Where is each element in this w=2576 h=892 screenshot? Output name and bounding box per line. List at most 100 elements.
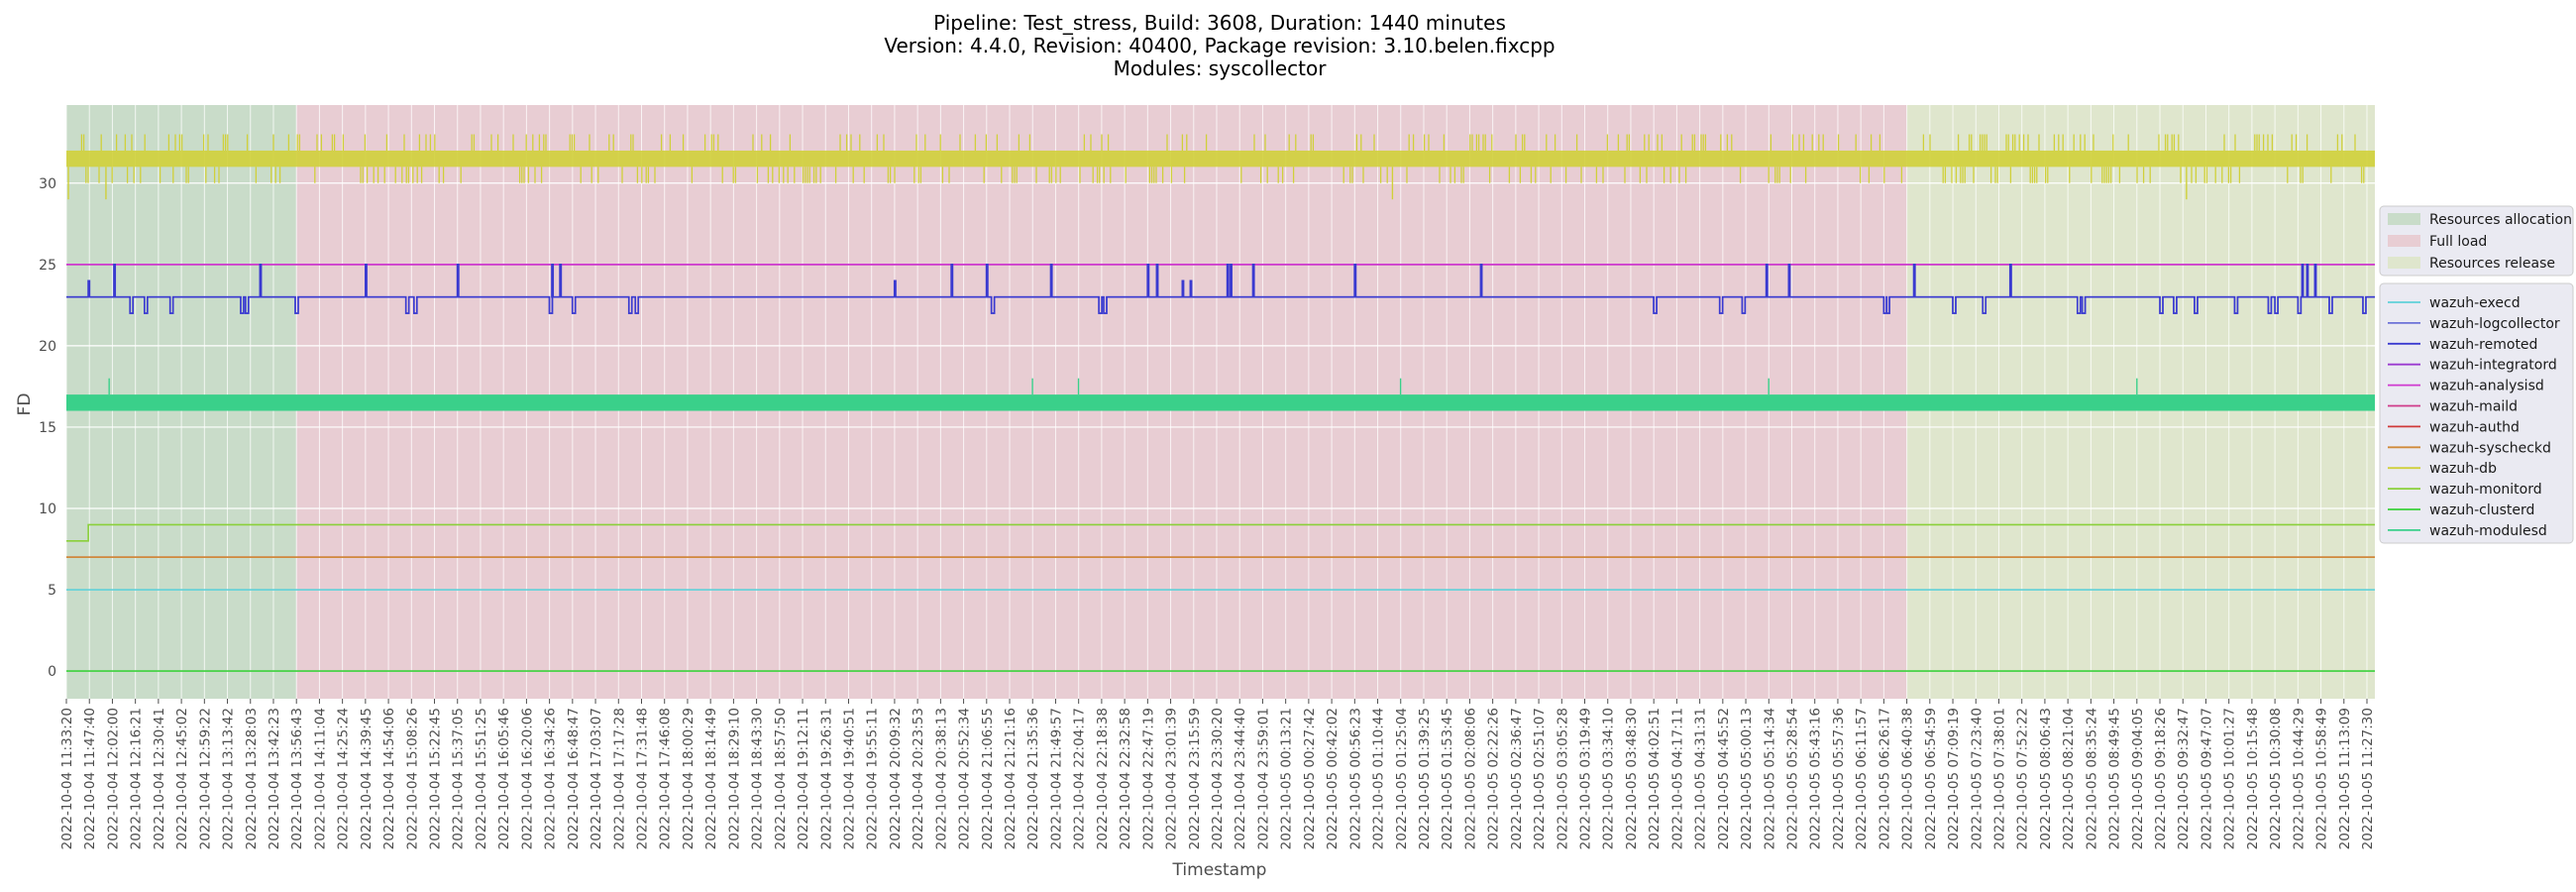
legend-phase-label-2: Resources release xyxy=(2429,256,2555,272)
series-band-wazuh-db xyxy=(66,150,2375,167)
x-tick-label-76: 2022-10-05 05:43:16 xyxy=(1808,708,1824,849)
legend-series-label-11: wazuh-modulesd xyxy=(2429,523,2547,539)
x-tick-label-52: 2022-10-04 23:59:01 xyxy=(1255,708,1271,849)
chart-title-line-1: Pipeline: Test_stress, Build: 3608, Dura… xyxy=(933,11,1506,35)
legend-phase-swatch-2 xyxy=(2388,257,2420,269)
x-tick-label-80: 2022-10-05 06:40:38 xyxy=(1900,708,1916,849)
y-tick-label-1: 5 xyxy=(48,583,56,599)
x-axis-label: Timestamp xyxy=(1172,860,1267,880)
x-tick-label-61: 2022-10-05 02:08:06 xyxy=(1462,708,1478,849)
x-tick-label-72: 2022-10-05 04:45:52 xyxy=(1716,708,1732,849)
legend-series-label-8: wazuh-db xyxy=(2429,461,2497,477)
legend-series-label-4: wazuh-analysisd xyxy=(2429,379,2544,394)
x-tick-label-28: 2022-10-04 18:14:49 xyxy=(703,708,719,849)
x-tick-label-62: 2022-10-05 02:22:26 xyxy=(1486,708,1502,849)
x-tick-label-6: 2022-10-04 12:59:22 xyxy=(197,708,213,849)
series-line-wazuh-monitord xyxy=(66,523,2375,542)
x-tick-label-43: 2022-10-04 21:49:57 xyxy=(1048,708,1064,849)
x-tick-label-79: 2022-10-05 06:26:17 xyxy=(1877,708,1892,849)
x-tick-label-16: 2022-10-04 15:22:45 xyxy=(428,708,444,849)
x-tick-label-41: 2022-10-04 21:21:16 xyxy=(1003,708,1019,849)
x-tick-label-29: 2022-10-04 18:29:10 xyxy=(726,708,742,849)
x-tick-label-58: 2022-10-05 01:25:04 xyxy=(1394,708,1410,849)
series-spikes-down-wazuh-db xyxy=(85,167,2365,183)
x-tick-label-67: 2022-10-05 03:34:10 xyxy=(1601,708,1617,849)
x-tick-label-96: 2022-10-05 10:30:08 xyxy=(2268,708,2284,849)
x-tick-label-3: 2022-10-04 12:16:21 xyxy=(129,708,145,849)
x-tick-label-32: 2022-10-04 19:12:11 xyxy=(796,708,811,849)
x-tick-label-15: 2022-10-04 15:08:26 xyxy=(404,708,420,849)
x-tick-label-44: 2022-10-04 22:04:17 xyxy=(1072,708,1088,849)
x-tick-label-4: 2022-10-04 12:30:41 xyxy=(152,708,167,849)
x-tick-label-84: 2022-10-05 07:38:01 xyxy=(1991,708,2007,849)
legend-series-label-1: wazuh-logcollector xyxy=(2429,316,2560,332)
x-tick-label-35: 2022-10-04 19:55:11 xyxy=(865,708,881,849)
x-tick-label-63: 2022-10-05 02:36:47 xyxy=(1509,708,1525,849)
x-tick-label-11: 2022-10-04 14:11:04 xyxy=(312,708,328,849)
x-tick-label-78: 2022-10-05 06:11:57 xyxy=(1854,708,1870,849)
x-tick-label-77: 2022-10-05 05:57:36 xyxy=(1831,708,1847,849)
chart-title-line-3: Modules: syscollector xyxy=(1114,56,1328,80)
x-tick-label-83: 2022-10-05 07:23:40 xyxy=(1969,708,1985,849)
x-tick-label-90: 2022-10-05 09:04:05 xyxy=(2130,708,2146,849)
x-tick-label-24: 2022-10-04 17:17:28 xyxy=(611,708,627,849)
x-tick-label-89: 2022-10-05 08:49:45 xyxy=(2107,708,2123,849)
legend-phase-swatch-0 xyxy=(2388,213,2420,225)
x-tick-label-71: 2022-10-05 04:31:31 xyxy=(1693,708,1709,849)
x-tick-label-55: 2022-10-05 00:42:02 xyxy=(1325,708,1341,849)
legend-series-label-5: wazuh-maild xyxy=(2429,399,2518,415)
legend-series-box xyxy=(2379,282,2574,544)
x-tick-label-50: 2022-10-04 23:30:20 xyxy=(1210,708,1226,849)
y-axis-label: FD xyxy=(15,393,35,416)
x-tick-label-31: 2022-10-04 18:57:50 xyxy=(773,708,789,849)
x-tick-label-100: 2022-10-05 11:27:30 xyxy=(2360,708,2376,849)
legend-phase-box xyxy=(2379,205,2574,277)
series-band-wazuh-modulesd xyxy=(66,394,2375,411)
x-tick-label-39: 2022-10-04 20:52:34 xyxy=(957,708,973,849)
x-tick-label-54: 2022-10-05 00:27:42 xyxy=(1302,708,1318,849)
plot-area: 0 5 10 15 20 25 30 2022-10-04 11:33:20 2022-10-0… xyxy=(39,105,2376,849)
x-tick-label-27: 2022-10-04 18:00:29 xyxy=(681,708,697,849)
legend-series-label-9: wazuh-monitord xyxy=(2429,482,2542,498)
x-tick-label-30: 2022-10-04 18:43:30 xyxy=(750,708,766,849)
x-tick-label-97: 2022-10-05 10:44:29 xyxy=(2291,708,2307,849)
x-tick-label-12: 2022-10-04 14:25:24 xyxy=(336,708,352,849)
x-tick-label-19: 2022-10-04 16:05:46 xyxy=(496,708,512,849)
x-tick-label-85: 2022-10-05 07:52:22 xyxy=(2015,708,2031,849)
x-tick-label-0: 2022-10-04 11:33:20 xyxy=(59,708,75,849)
x-tick-label-69: 2022-10-05 04:02:51 xyxy=(1647,708,1663,849)
legend-series-label-6: wazuh-authd xyxy=(2429,419,2520,435)
x-tick-label-66: 2022-10-05 03:19:49 xyxy=(1578,708,1594,849)
legend-phase-swatch-1 xyxy=(2388,235,2420,247)
legend-series-label-7: wazuh-syscheckd xyxy=(2429,440,2551,456)
x-tick-label-74: 2022-10-05 05:14:34 xyxy=(1762,708,1777,849)
x-tick-label-92: 2022-10-05 09:32:47 xyxy=(2176,708,2192,849)
y-tick-label-3: 15 xyxy=(39,420,56,436)
y-tick-label-2: 10 xyxy=(39,502,56,517)
x-tick-label-46: 2022-10-04 22:32:58 xyxy=(1118,708,1133,849)
x-tick-label-25: 2022-10-04 17:31:48 xyxy=(635,708,651,849)
y-tick-label-0: 0 xyxy=(48,664,56,680)
y-tick-label-5: 25 xyxy=(39,258,56,274)
x-tick-label-13: 2022-10-04 14:39:45 xyxy=(359,708,375,849)
x-tick-label-10: 2022-10-04 13:56:43 xyxy=(289,708,305,849)
x-tick-label-48: 2022-10-04 23:01:39 xyxy=(1164,708,1180,849)
x-tick-label-20: 2022-10-04 16:20:06 xyxy=(519,708,535,849)
x-tick-label-87: 2022-10-05 08:21:04 xyxy=(2061,708,2077,849)
x-tick-label-51: 2022-10-04 23:44:40 xyxy=(1233,708,1248,849)
x-tick-label-59: 2022-10-05 01:39:25 xyxy=(1417,708,1433,849)
x-tick-label-81: 2022-10-05 06:54:59 xyxy=(1923,708,1939,849)
x-tick-label-21: 2022-10-04 16:34:26 xyxy=(543,708,559,849)
x-tick-label-60: 2022-10-05 01:53:45 xyxy=(1440,708,1455,849)
x-tick-label-95: 2022-10-05 10:15:48 xyxy=(2245,708,2261,849)
x-tick-label-33: 2022-10-04 19:26:31 xyxy=(818,708,834,849)
x-tick-label-18: 2022-10-04 15:51:25 xyxy=(474,708,489,849)
x-tick-label-1: 2022-10-04 11:47:40 xyxy=(82,708,98,849)
x-tick-label-17: 2022-10-04 15:37:05 xyxy=(451,708,467,849)
x-tick-label-56: 2022-10-05 00:56:23 xyxy=(1347,708,1363,849)
legend-series-label-2: wazuh-remoted xyxy=(2429,337,2537,353)
x-tick-label-49: 2022-10-04 23:15:59 xyxy=(1187,708,1203,849)
x-tick-label-36: 2022-10-04 20:09:32 xyxy=(888,708,904,849)
